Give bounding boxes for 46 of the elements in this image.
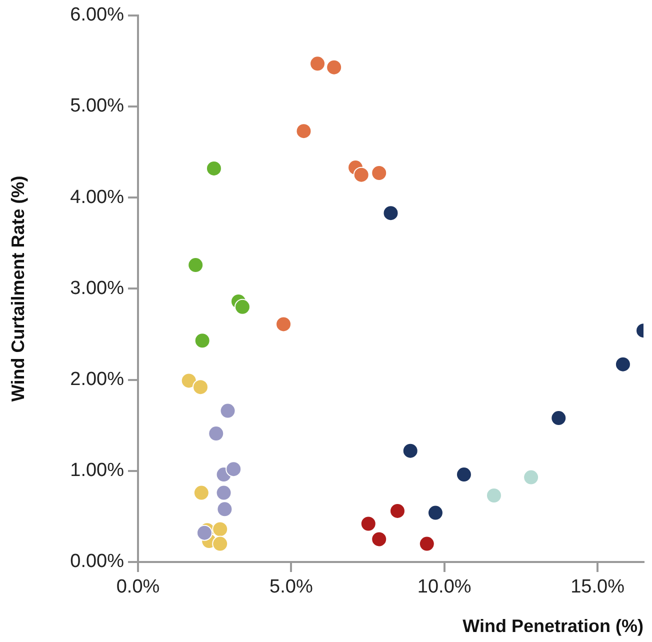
point [353, 166, 370, 183]
point [276, 316, 292, 332]
point [371, 531, 388, 548]
y-tick-label: 1.00% [70, 460, 124, 482]
point [371, 165, 388, 182]
y-tick-label: 0.00% [70, 551, 124, 572]
point [456, 466, 472, 483]
y-tick-label: 2.00% [70, 369, 124, 390]
y-tick-label: 4.00% [70, 186, 124, 208]
point [208, 426, 224, 442]
point [196, 524, 212, 541]
x-tick-label: 10.0% [417, 576, 472, 598]
point [382, 205, 399, 222]
point [220, 402, 236, 419]
point [427, 504, 444, 521]
point [550, 410, 567, 426]
point [180, 372, 197, 389]
y-tick-label: 3.00% [70, 278, 124, 299]
point [389, 502, 406, 519]
point [192, 379, 208, 396]
point [216, 501, 233, 518]
point [212, 521, 228, 538]
point [234, 298, 250, 315]
point [614, 356, 631, 372]
point [193, 484, 210, 501]
y-tick-label: 5.00% [70, 96, 124, 117]
point [206, 160, 222, 176]
y-axis-title: Wind Curtailment Rate (%) [8, 176, 28, 402]
point [523, 469, 540, 486]
point [402, 442, 418, 459]
point [486, 487, 502, 504]
point [310, 56, 326, 72]
point [216, 484, 232, 501]
point [212, 536, 228, 552]
point [296, 123, 312, 140]
point [418, 536, 435, 552]
y-tick-label: 6.00% [70, 4, 124, 26]
point [360, 516, 376, 532]
x-tick-label: 0.0% [116, 576, 160, 598]
x-tick-label: 5.0% [270, 576, 313, 598]
x-tick-label: 15.0% [570, 576, 625, 598]
point [326, 59, 342, 76]
point [188, 257, 204, 274]
point [194, 332, 210, 349]
point [226, 461, 242, 478]
x-axis-title: Wind Penetration (%) [462, 616, 644, 636]
